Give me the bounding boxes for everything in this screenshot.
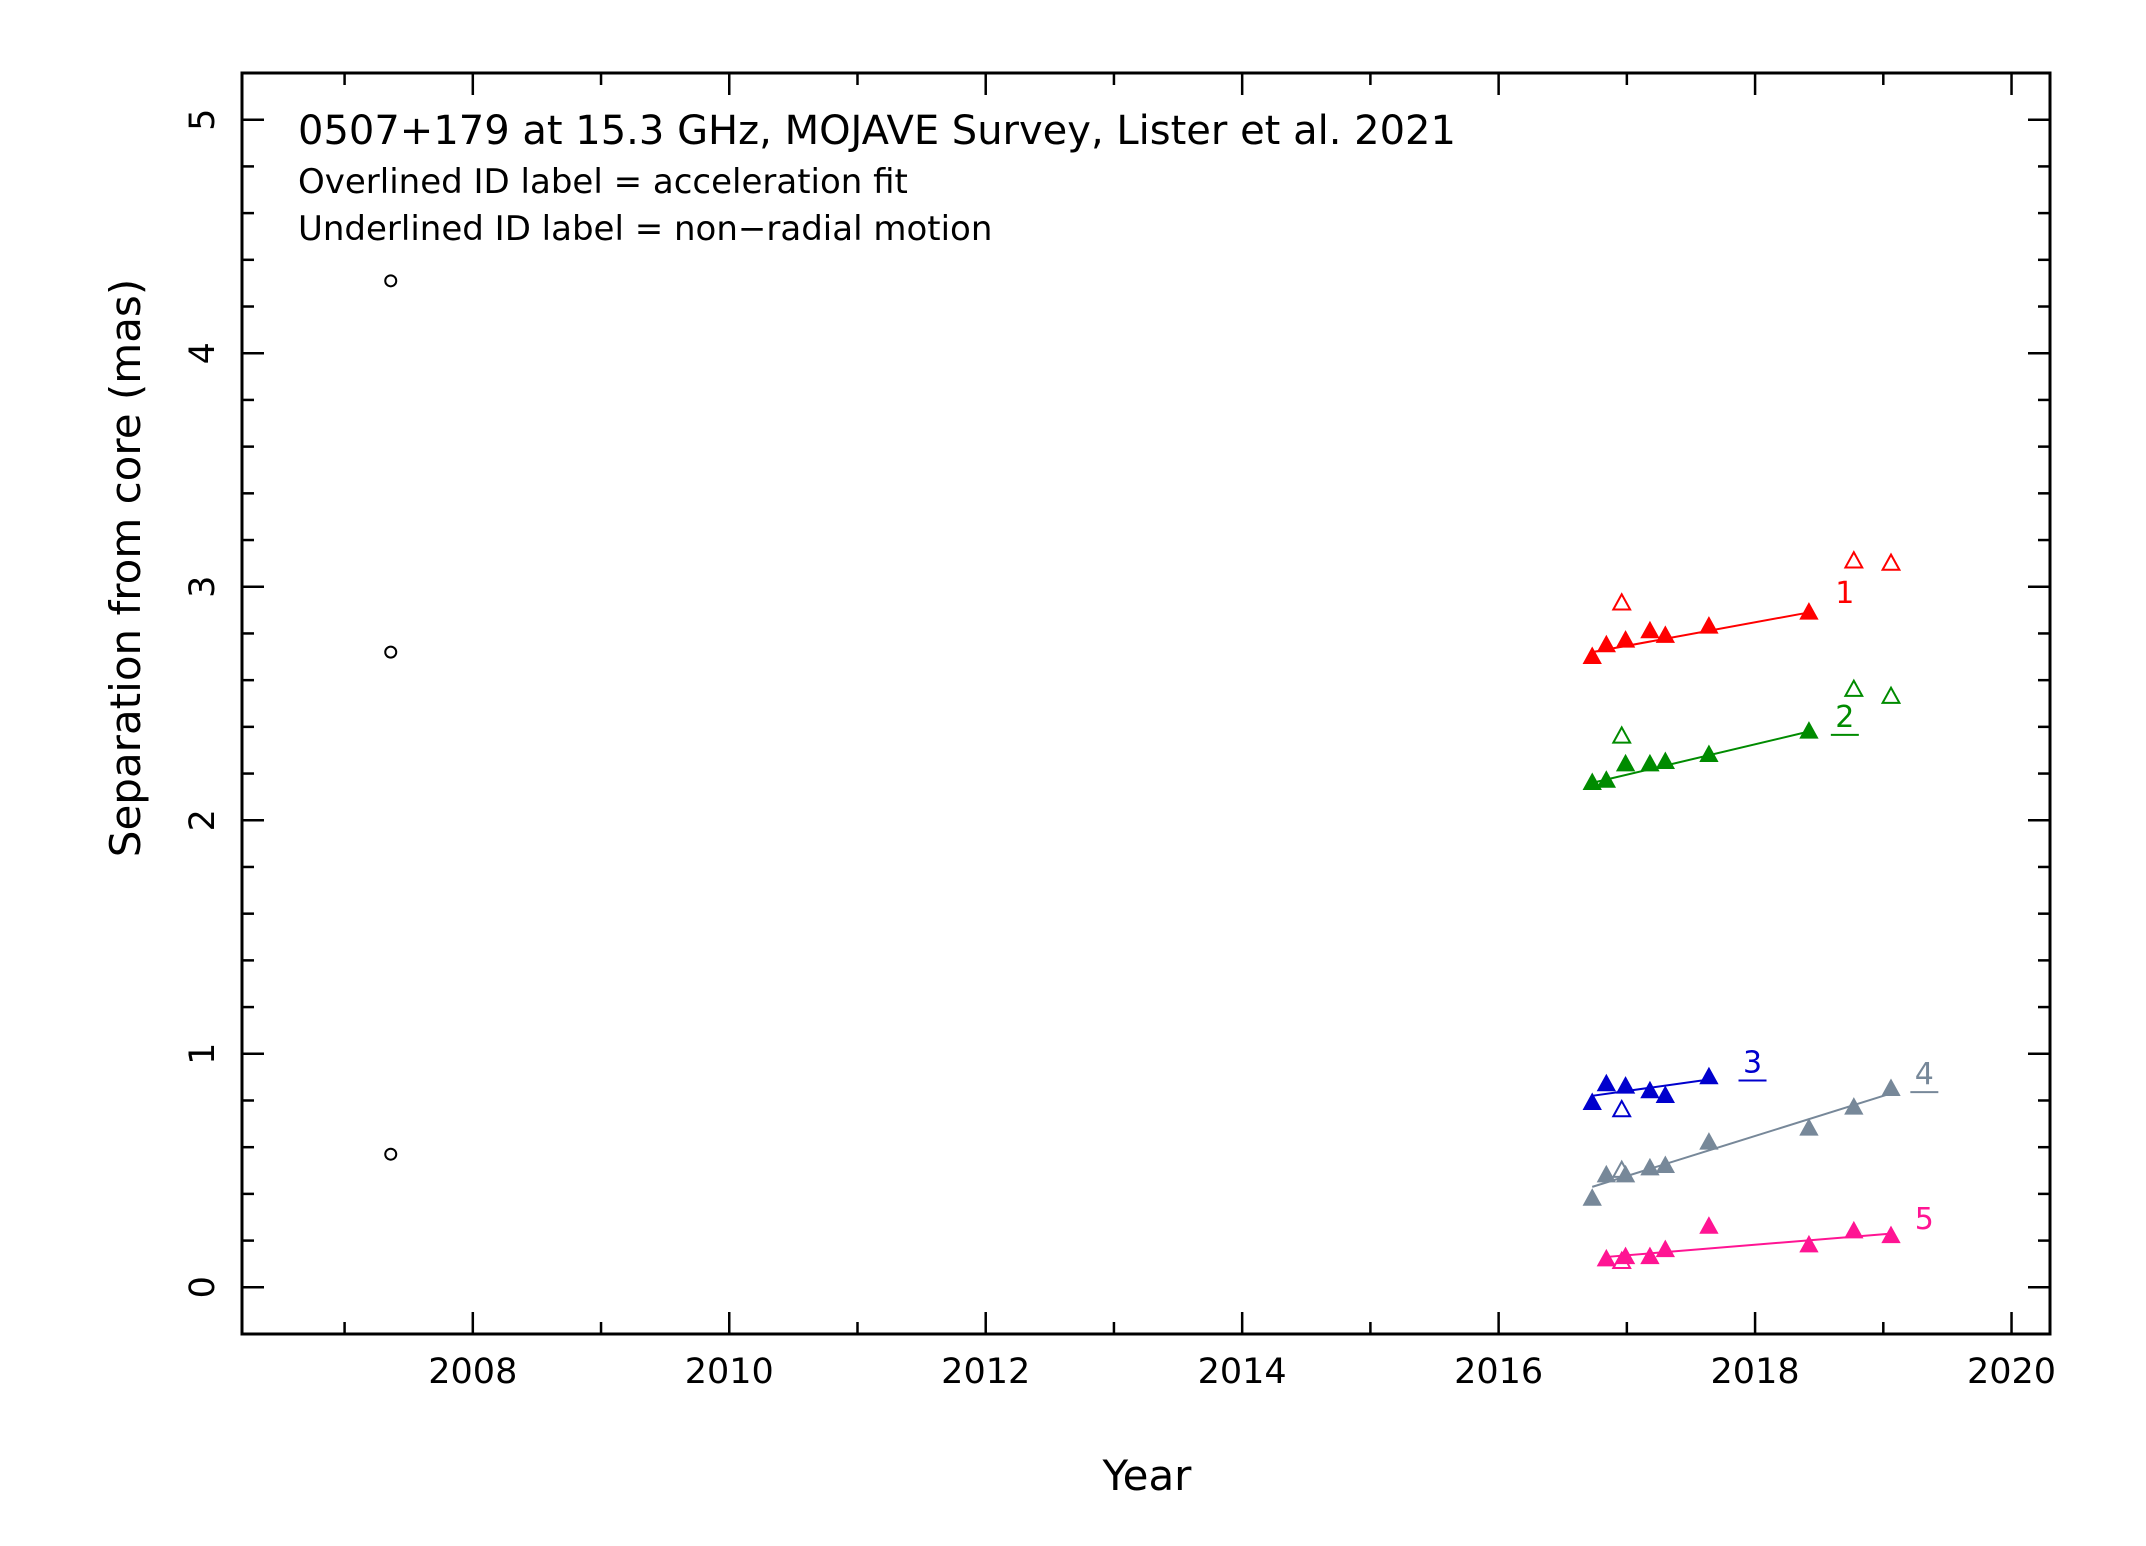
open-point-2	[1611, 725, 1632, 744]
point-5	[1881, 1225, 1901, 1244]
fit-line-5	[1606, 1232, 1892, 1258]
x-axis-label: Year	[1102, 1451, 1193, 1500]
open-point-1	[1880, 552, 1902, 571]
series-labels-layer: 1 2 3 4 5	[1738, 576, 1939, 1237]
point-3	[1615, 1076, 1636, 1094]
fit-line-4	[1591, 1092, 1892, 1188]
point-4	[1844, 1097, 1864, 1115]
unassigned-point	[384, 645, 398, 659]
x-tick-label: 2010	[685, 1352, 774, 1392]
point-2	[1640, 753, 1660, 772]
open-point-2	[1880, 685, 1902, 704]
open-point-4	[1611, 1159, 1632, 1178]
x-tick-label: 2016	[1454, 1352, 1543, 1392]
markers-layer	[384, 274, 1902, 1270]
point-4	[1596, 1164, 1617, 1183]
point-5	[1655, 1239, 1675, 1258]
series-label-1: 1	[1835, 576, 1854, 611]
point-3	[1640, 1080, 1660, 1099]
x-tick-label: 2012	[941, 1352, 1030, 1392]
titles-layer: 0507+179 at 15.3 GHz, MOJAVE Survey, Lis…	[101, 108, 1456, 1500]
point-5	[1615, 1246, 1636, 1265]
point-5	[1844, 1220, 1864, 1239]
point-4	[1799, 1118, 1819, 1136]
point-5	[1799, 1234, 1819, 1253]
fit-line-2	[1591, 730, 1810, 784]
point-5	[1699, 1216, 1719, 1234]
x-tick-label: 2018	[1711, 1352, 1800, 1392]
point-4	[1881, 1078, 1901, 1096]
open-point-3	[1611, 1098, 1632, 1118]
point-2	[1615, 753, 1636, 772]
point-2	[1699, 744, 1719, 763]
y-tick-label: 3	[183, 576, 223, 598]
point-2	[1655, 751, 1675, 770]
open-point-1	[1611, 592, 1632, 611]
series-label-5: 5	[1915, 1202, 1934, 1237]
point-3	[1582, 1092, 1602, 1110]
point-1	[1615, 630, 1636, 648]
y-tick-label: 4	[183, 342, 223, 364]
point-4	[1582, 1188, 1602, 1206]
point-1	[1799, 602, 1819, 620]
open-point-2	[1843, 678, 1864, 697]
chart-title: 0507+179 at 15.3 GHz, MOJAVE Survey, Lis…	[298, 108, 1456, 154]
x-tick-label: 2014	[1198, 1352, 1287, 1392]
y-tick-label: 0	[183, 1276, 223, 1298]
point-2	[1596, 770, 1617, 788]
y-axis-label: Separation from core (mas)	[101, 279, 150, 857]
point-3	[1699, 1066, 1719, 1085]
x-tick-label: 2020	[1967, 1352, 2056, 1392]
open-point-1	[1843, 550, 1864, 569]
point-4	[1640, 1157, 1660, 1176]
x-tick-label: 2008	[428, 1352, 517, 1392]
point-2	[1582, 772, 1602, 791]
series-label-3: 3	[1743, 1045, 1762, 1080]
point-3	[1596, 1073, 1617, 1092]
point-3	[1655, 1085, 1675, 1103]
y-tick-label: 5	[183, 109, 223, 131]
unassigned-point	[384, 274, 398, 288]
plot-frame	[240, 71, 2052, 1336]
unassigned-point	[384, 1147, 398, 1161]
point-1	[1582, 646, 1602, 664]
point-1	[1699, 616, 1719, 634]
chart-note-overline: Overlined ID label = acceleration fit	[298, 162, 908, 202]
point-4	[1655, 1155, 1675, 1174]
point-5	[1596, 1248, 1617, 1267]
series-label-2: 2	[1835, 700, 1854, 735]
open-point-5	[1611, 1250, 1632, 1270]
point-4	[1699, 1132, 1719, 1150]
y-tick-label: 1	[183, 1043, 223, 1065]
point-1	[1640, 620, 1660, 639]
point-5	[1640, 1246, 1660, 1265]
axes-layer: 2008 2010 2012 2014 2016 2018 2020 0 1 2 3 4 5	[183, 71, 2056, 1392]
chart-note-underline: Underlined ID label = non−radial motion	[298, 209, 992, 249]
series-label-4: 4	[1915, 1057, 1934, 1092]
point-2	[1799, 721, 1819, 739]
point-1	[1655, 625, 1675, 643]
y-tick-label: 2	[183, 809, 223, 831]
point-1	[1596, 634, 1617, 653]
